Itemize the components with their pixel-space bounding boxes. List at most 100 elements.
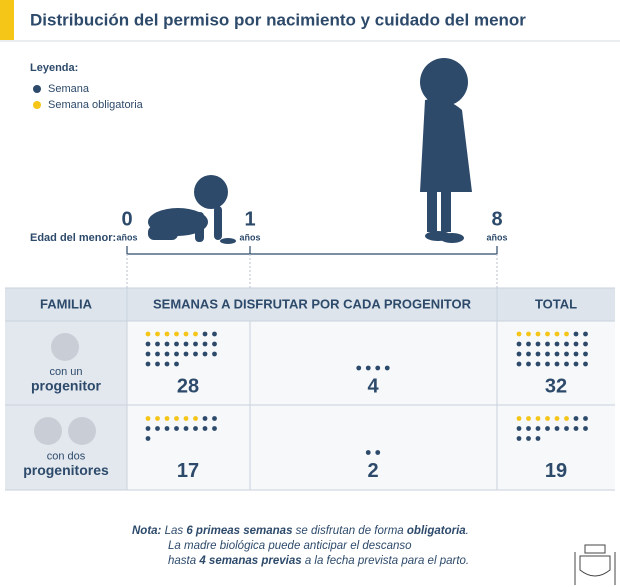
family-label-small: con dos bbox=[47, 450, 86, 462]
week-dot bbox=[583, 416, 588, 421]
title: Distribución del permiso por nacimiento … bbox=[30, 10, 526, 29]
week-dot bbox=[145, 351, 151, 357]
week-dot bbox=[212, 416, 217, 421]
legend-swatch bbox=[33, 85, 41, 93]
week-dot bbox=[573, 426, 579, 431]
mandatory-week-dot bbox=[164, 331, 170, 337]
week-dot bbox=[583, 341, 588, 347]
week-dot bbox=[545, 351, 550, 357]
week-dot bbox=[174, 351, 179, 357]
week-dot bbox=[554, 361, 560, 367]
mandatory-week-dot bbox=[535, 331, 541, 337]
week-dot bbox=[564, 341, 569, 347]
table: FAMILIA SEMANAS A DISFRUTAR POR CADA PROG… bbox=[23, 296, 588, 482]
week-dot bbox=[516, 361, 522, 367]
legend-label: Semana bbox=[48, 83, 90, 95]
family-label: progenitor bbox=[31, 378, 102, 394]
weeks-value: 17 bbox=[177, 460, 199, 482]
week-dot bbox=[583, 361, 588, 367]
week-dot bbox=[545, 361, 550, 367]
week-dot bbox=[375, 450, 381, 455]
week-dot bbox=[573, 361, 579, 367]
week-dot bbox=[183, 341, 189, 347]
week-dot bbox=[573, 416, 579, 421]
age-unit: años bbox=[116, 232, 137, 242]
week-dot bbox=[193, 341, 198, 347]
girl-icon bbox=[420, 58, 472, 243]
week-dot bbox=[365, 450, 371, 455]
week-dot bbox=[193, 351, 198, 357]
week-dot bbox=[155, 341, 160, 347]
note-text: 6 primeas semanas bbox=[186, 525, 293, 537]
week-dot bbox=[155, 351, 160, 357]
note-text: . bbox=[465, 525, 469, 537]
mandatory-week-dot bbox=[526, 416, 531, 421]
weeks-value: 4 bbox=[367, 375, 379, 397]
note-text: La madre biológica puede anticipar el de… bbox=[168, 540, 412, 552]
mandatory-week-dot bbox=[174, 416, 179, 421]
week-dot bbox=[526, 351, 531, 357]
week-dot bbox=[554, 341, 560, 347]
week-dot bbox=[583, 426, 588, 431]
weeks-value: 2 bbox=[367, 460, 378, 482]
table-lines bbox=[5, 287, 615, 491]
week-dot bbox=[535, 436, 541, 441]
mandatory-week-dot bbox=[516, 416, 522, 421]
note-text: a la fecha prevista para el parto. bbox=[301, 555, 470, 567]
mandatory-week-dot bbox=[564, 331, 569, 337]
week-dot bbox=[212, 426, 217, 431]
week-dot bbox=[375, 365, 381, 371]
week-dot bbox=[164, 426, 170, 431]
week-dot bbox=[145, 361, 151, 367]
note-text: se disfrutan de forma bbox=[292, 525, 407, 537]
total-value: 19 bbox=[545, 460, 567, 482]
mandatory-week-dot bbox=[193, 416, 198, 421]
mandatory-week-dot bbox=[564, 416, 569, 421]
parent-icons bbox=[34, 333, 96, 445]
week-dot bbox=[573, 351, 579, 357]
week-dot bbox=[535, 341, 541, 347]
note-text: obligatoria bbox=[406, 525, 466, 537]
week-dot bbox=[535, 361, 541, 367]
coat-of-arms bbox=[574, 544, 616, 585]
week-dot bbox=[573, 331, 579, 337]
note-label: Nota: bbox=[132, 525, 162, 537]
mandatory-week-dot bbox=[183, 331, 189, 337]
mandatory-week-dot bbox=[545, 416, 550, 421]
mandatory-week-dot bbox=[164, 416, 170, 421]
week-dot bbox=[564, 351, 569, 357]
table-header: SEMANAS A DISFRUTAR POR CADA PROGENITOR bbox=[153, 296, 472, 311]
note-text: 4 semanas previas bbox=[199, 555, 302, 567]
family-label-small: con un bbox=[49, 366, 82, 378]
week-dot bbox=[526, 426, 531, 431]
legend: Semana Semana obligatoria bbox=[33, 83, 144, 111]
note: Nota: Las 6 primeas semanas se disfrutan… bbox=[132, 524, 532, 569]
week-dot bbox=[554, 426, 560, 431]
week-dot bbox=[202, 416, 208, 421]
week-dot bbox=[516, 436, 522, 441]
week-dot bbox=[155, 426, 160, 431]
table-header: TOTAL bbox=[535, 296, 577, 311]
week-dot bbox=[535, 426, 541, 431]
week-dot bbox=[145, 436, 151, 441]
note-line: Nota: Las 6 primeas semanas se disfrutan… bbox=[132, 524, 532, 539]
age-value: 8 bbox=[491, 208, 502, 230]
week-dot bbox=[535, 351, 541, 357]
legend-label: Semana obligatoria bbox=[48, 99, 144, 111]
mandatory-week-dot bbox=[554, 331, 560, 337]
week-dot bbox=[212, 341, 217, 347]
weeks-value: 28 bbox=[177, 375, 199, 397]
week-dot bbox=[564, 361, 569, 367]
week-dot bbox=[164, 351, 170, 357]
week-dot bbox=[583, 331, 588, 337]
week-dot bbox=[202, 351, 208, 357]
week-dot bbox=[193, 426, 198, 431]
week-dot bbox=[564, 426, 569, 431]
family-label: progenitores bbox=[23, 462, 109, 478]
week-dot bbox=[174, 426, 179, 431]
mandatory-week-dot bbox=[545, 331, 550, 337]
week-dot bbox=[545, 341, 550, 347]
week-dot bbox=[155, 361, 160, 367]
